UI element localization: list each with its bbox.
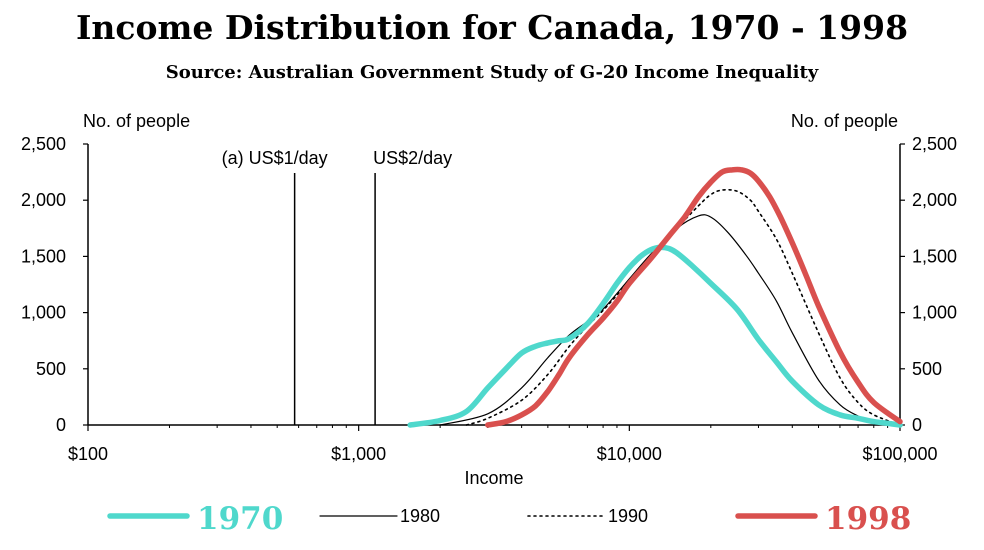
chart-subtitle: Source: Australian Government Study of G… (165, 62, 819, 83)
x-axis-title: Income (464, 468, 523, 488)
reference-line-label: (a) US$1/day (222, 148, 328, 168)
y-tick-label-left: 500 (36, 359, 66, 379)
series-line-1990 (465, 188, 901, 426)
legend-label-1990: 1990 (608, 506, 648, 526)
x-tick-label: $100 (68, 444, 108, 464)
legend-label-1998: 1998 (825, 501, 911, 537)
y-tick-label-left: 1,500 (21, 246, 66, 266)
series-line-1998 (485, 166, 903, 428)
legend-label-1970: 1970 (197, 501, 283, 537)
y-tick-label-right: 1,000 (912, 303, 957, 323)
legend: 1970 1980 1990 1998 (107, 501, 911, 537)
axes-layer: 0 0 500 500 1,000 1,000 1,500 1,500 2,000 2,000 2,… (21, 111, 957, 488)
series-layer (407, 166, 903, 428)
chart-title: Income Distribution for Canada, 1970 - 1… (75, 8, 909, 47)
y-tick-label-left: 1,000 (21, 303, 66, 323)
y-tick-label-right: 2,500 (912, 134, 957, 154)
x-tick-label: $10,000 (597, 444, 662, 464)
y-tick-label-left: 2,500 (21, 134, 66, 154)
legend-label-1980: 1980 (400, 506, 440, 526)
x-tick-label: $100,000 (862, 444, 937, 464)
y-tick-label-right: 1,500 (912, 246, 957, 266)
y-tick-label-right: 2,000 (912, 190, 957, 210)
y-tick-label-left: 2,000 (21, 190, 66, 210)
y-axis-title-left: No. of people (83, 111, 190, 131)
y-axis-title-right: No. of people (791, 111, 898, 131)
y-tick-label-right: 0 (912, 415, 922, 435)
series-line-1980 (439, 214, 901, 426)
series-line-1970 (407, 244, 903, 428)
y-tick-label-right: 500 (912, 359, 942, 379)
reference-line-label: US$2/day (373, 148, 452, 168)
reference-lines-layer: (a) US$1/day US$2/day (222, 148, 452, 425)
x-tick-label: $1,000 (331, 444, 386, 464)
y-tick-label-left: 0 (56, 415, 66, 435)
